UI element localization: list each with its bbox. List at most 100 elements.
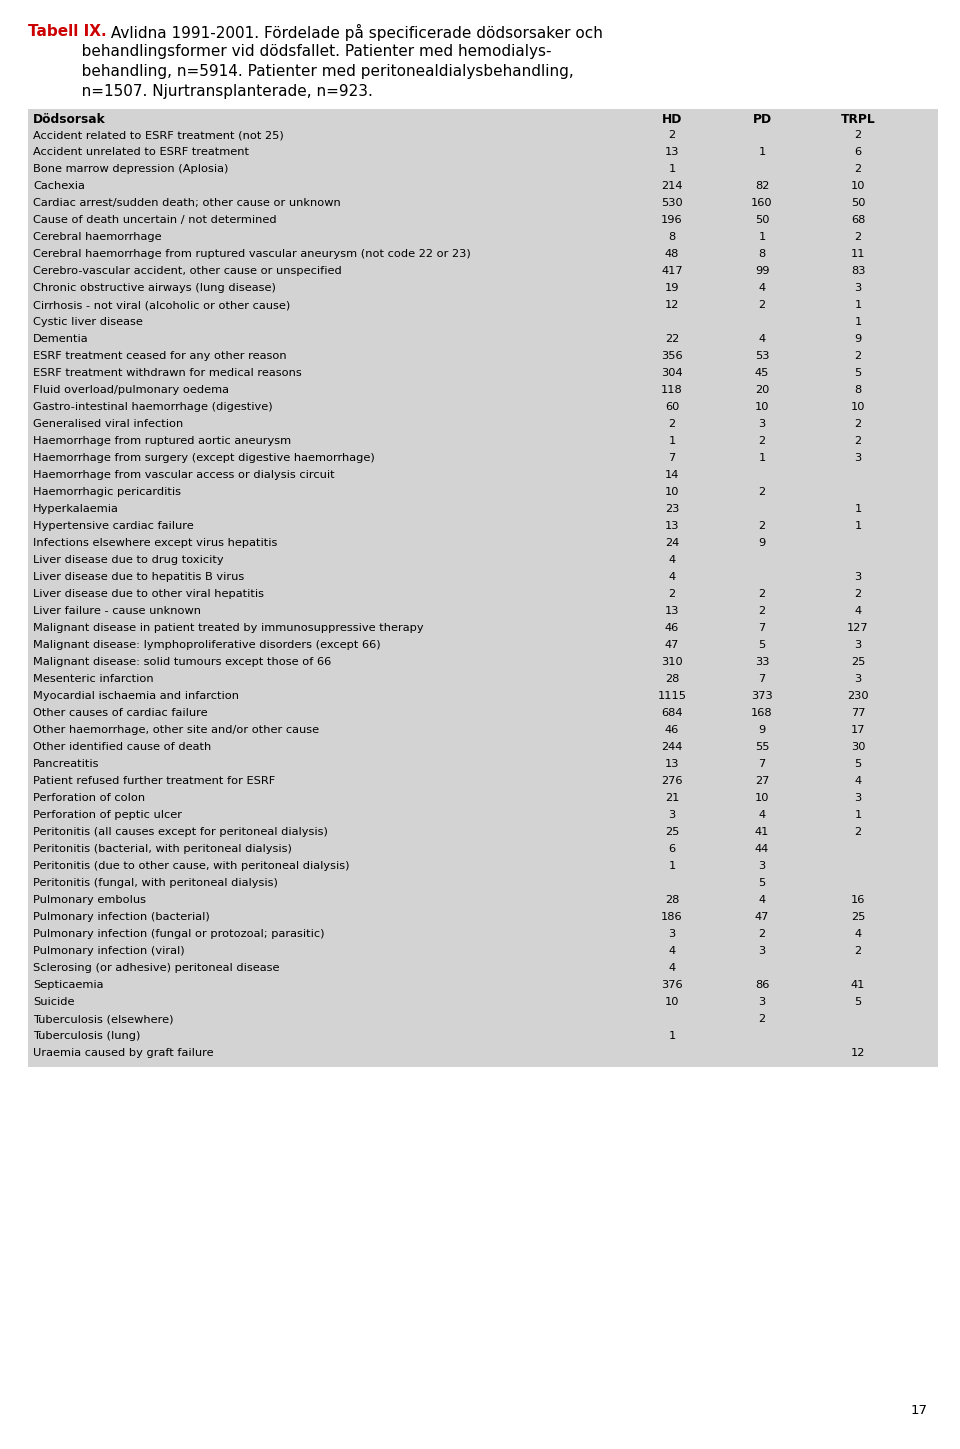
Text: 304: 304 [661, 368, 683, 378]
Text: 11: 11 [851, 249, 865, 259]
Text: 4: 4 [668, 946, 676, 956]
Text: 82: 82 [755, 181, 769, 191]
Text: Patient refused further treatment for ESRF: Patient refused further treatment for ES… [33, 777, 276, 785]
Text: 86: 86 [755, 980, 769, 990]
Text: 1: 1 [758, 232, 766, 242]
Text: 3: 3 [758, 861, 766, 871]
Text: 25: 25 [665, 827, 679, 838]
Text: 3: 3 [854, 283, 862, 293]
Text: Liver failure - cause unknown: Liver failure - cause unknown [33, 606, 201, 616]
Text: 7: 7 [758, 759, 766, 769]
Text: 10: 10 [851, 181, 865, 191]
Text: 33: 33 [755, 656, 769, 667]
Text: 4: 4 [668, 555, 676, 565]
Text: 196: 196 [661, 214, 683, 225]
Text: 186: 186 [661, 911, 683, 922]
Text: 5: 5 [854, 997, 862, 1007]
Text: Haemorrhagic pericarditis: Haemorrhagic pericarditis [33, 487, 181, 497]
Text: 5: 5 [854, 368, 862, 378]
Text: Chronic obstructive airways (lung disease): Chronic obstructive airways (lung diseas… [33, 283, 276, 293]
Text: 13: 13 [664, 606, 680, 616]
Text: 356: 356 [661, 351, 683, 361]
Text: 2: 2 [668, 419, 676, 429]
Text: 10: 10 [664, 997, 680, 1007]
Text: 376: 376 [661, 980, 683, 990]
Text: 6: 6 [668, 843, 676, 853]
Text: Bone marrow depression (Aplosia): Bone marrow depression (Aplosia) [33, 164, 228, 174]
Text: Gastro-intestinal haemorrhage (digestive): Gastro-intestinal haemorrhage (digestive… [33, 401, 273, 412]
Text: 7: 7 [668, 454, 676, 464]
Text: 8: 8 [758, 249, 766, 259]
Text: 12: 12 [851, 1048, 865, 1058]
Text: Other causes of cardiac failure: Other causes of cardiac failure [33, 709, 207, 719]
Text: 10: 10 [851, 401, 865, 412]
Text: 310: 310 [661, 656, 683, 667]
Text: 47: 47 [755, 911, 769, 922]
Text: TRPL: TRPL [841, 113, 876, 126]
Text: Dödsorsak: Dödsorsak [33, 113, 106, 126]
Text: Mesenteric infarction: Mesenteric infarction [33, 674, 154, 684]
Text: Peritonitis (fungal, with peritoneal dialysis): Peritonitis (fungal, with peritoneal dia… [33, 878, 277, 888]
Text: 99: 99 [755, 267, 769, 275]
Text: Pulmonary infection (bacterial): Pulmonary infection (bacterial) [33, 911, 209, 922]
Text: 1: 1 [668, 164, 676, 174]
FancyBboxPatch shape [28, 109, 938, 1066]
Text: ESRF treatment withdrawn for medical reasons: ESRF treatment withdrawn for medical rea… [33, 368, 301, 378]
Text: 2: 2 [758, 1014, 765, 1024]
Text: Hypertensive cardiac failure: Hypertensive cardiac failure [33, 522, 194, 530]
Text: Peritonitis (due to other cause, with peritoneal dialysis): Peritonitis (due to other cause, with pe… [33, 861, 349, 871]
Text: 2: 2 [758, 436, 765, 446]
Text: Pulmonary embolus: Pulmonary embolus [33, 895, 146, 906]
Text: 4: 4 [758, 283, 765, 293]
Text: 3: 3 [854, 640, 862, 651]
Text: 373: 373 [751, 691, 773, 701]
Text: 1: 1 [854, 504, 862, 514]
Text: 3: 3 [854, 572, 862, 582]
Text: Liver disease due to other viral hepatitis: Liver disease due to other viral hepatit… [33, 588, 264, 598]
Text: 1115: 1115 [658, 691, 686, 701]
Text: 5: 5 [758, 640, 766, 651]
Text: 2: 2 [854, 351, 861, 361]
Text: 2: 2 [854, 419, 861, 429]
Text: 3: 3 [854, 454, 862, 464]
Text: Septicaemia: Septicaemia [33, 980, 104, 990]
Text: ESRF treatment ceased for any other reason: ESRF treatment ceased for any other reas… [33, 351, 287, 361]
Text: 118: 118 [661, 385, 683, 396]
Text: Malignant disease: lymphoproliferative disorders (except 66): Malignant disease: lymphoproliferative d… [33, 640, 380, 651]
Text: behandling, n=5914. Patienter med peritonealdialysbehandling,: behandling, n=5914. Patienter med perito… [28, 64, 574, 80]
Text: Malignant disease: solid tumours except those of 66: Malignant disease: solid tumours except … [33, 656, 331, 667]
Text: 28: 28 [665, 674, 679, 684]
Text: 2: 2 [668, 588, 676, 598]
Text: 12: 12 [665, 300, 679, 310]
Text: 68: 68 [851, 214, 865, 225]
Text: Cardiac arrest/sudden death; other cause or unknown: Cardiac arrest/sudden death; other cause… [33, 199, 341, 209]
Text: 14: 14 [665, 469, 679, 480]
Text: 4: 4 [668, 572, 676, 582]
Text: 7: 7 [758, 623, 766, 633]
Text: 127: 127 [847, 623, 869, 633]
Text: Fluid overload/pulmonary oedema: Fluid overload/pulmonary oedema [33, 385, 229, 396]
Text: 1: 1 [758, 454, 766, 464]
Text: 3: 3 [668, 929, 676, 939]
Text: Haemorrhage from surgery (except digestive haemorrhage): Haemorrhage from surgery (except digesti… [33, 454, 374, 464]
Text: HD: HD [661, 113, 683, 126]
Text: 2: 2 [854, 232, 861, 242]
Text: Suicide: Suicide [33, 997, 75, 1007]
Text: 1: 1 [668, 861, 676, 871]
Text: 47: 47 [665, 640, 679, 651]
Text: 27: 27 [755, 777, 769, 785]
Text: 1: 1 [668, 436, 676, 446]
Text: 1: 1 [854, 300, 862, 310]
Text: 3: 3 [758, 419, 766, 429]
Text: 4: 4 [854, 777, 861, 785]
Text: 160: 160 [751, 199, 773, 209]
Text: 50: 50 [851, 199, 865, 209]
Text: Perforation of peptic ulcer: Perforation of peptic ulcer [33, 810, 182, 820]
Text: 5: 5 [758, 878, 766, 888]
Text: Pulmonary infection (fungal or protozoal; parasitic): Pulmonary infection (fungal or protozoal… [33, 929, 324, 939]
Text: 50: 50 [755, 214, 769, 225]
Text: 9: 9 [758, 724, 766, 735]
Text: Other identified cause of death: Other identified cause of death [33, 742, 211, 752]
Text: Cause of death uncertain / not determined: Cause of death uncertain / not determine… [33, 214, 276, 225]
Text: Cerebral haemorrhage from ruptured vascular aneurysm (not code 22 or 23): Cerebral haemorrhage from ruptured vascu… [33, 249, 470, 259]
